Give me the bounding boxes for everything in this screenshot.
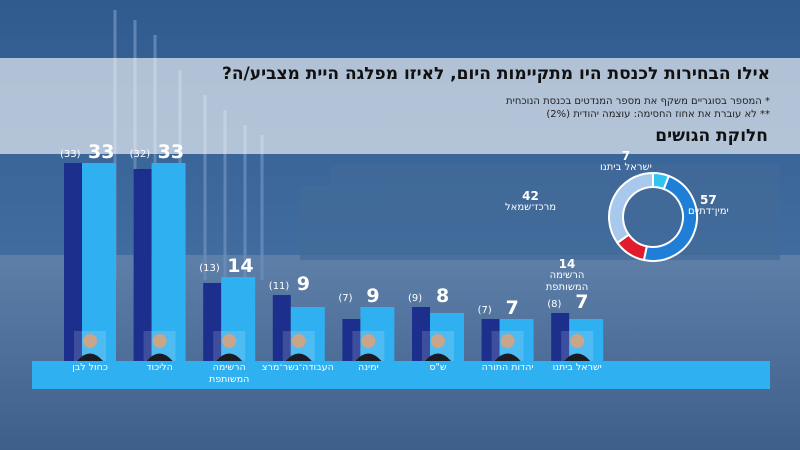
leader-avatar (561, 331, 594, 361)
value-label-current: 9 (366, 285, 380, 307)
value-label-previous: (11) (268, 281, 290, 292)
donut-label: 42 מרכז־שמאל (505, 190, 556, 214)
value-label-previous: (32) (129, 149, 151, 160)
blocs-title: חלוקת הגושים (655, 126, 768, 146)
bar-previous (203, 283, 222, 361)
donut-label: 57 ימין־דתיים (688, 194, 729, 218)
leader-avatar (143, 331, 176, 361)
donut-value: 14 (558, 257, 576, 271)
bar-previous (481, 319, 500, 361)
value-label-current: 9 (296, 273, 311, 295)
category-label: כחול לבן (72, 362, 108, 373)
donut-slice (652, 171, 671, 191)
value-label-previous: (7) (338, 293, 353, 304)
bar-previous (551, 313, 570, 361)
category-label-strip (32, 361, 770, 389)
bar-current (360, 307, 395, 361)
header-panel (0, 58, 800, 154)
donut-label: 14 הרשימה המשותפת (532, 258, 602, 294)
value-label-current: 14 (227, 255, 254, 277)
donut-name: ישראל ביתנו (600, 162, 652, 173)
category-label: הרשימה המשותפת (208, 362, 250, 385)
bar-previous (64, 163, 82, 361)
building-silhouette (300, 165, 780, 260)
footnote-threshold: ** לא עוברת את אחוז החסימה: עוצמה יהודית… (546, 109, 770, 120)
leader-avatar (352, 331, 385, 361)
bar-current (290, 307, 325, 361)
value-label-current: 8 (436, 285, 450, 307)
donut-value: 42 (522, 189, 539, 203)
leader-avatar (491, 331, 524, 361)
bar-previous (342, 319, 361, 361)
donut-label: 7 ישראל ביתנו (600, 150, 652, 174)
value-label-previous: (9) (408, 293, 423, 304)
leader-avatar (282, 331, 315, 361)
bar-current (151, 163, 186, 361)
category-label: הליכוד (146, 362, 173, 373)
category-label: ישראל ביתנו (552, 362, 602, 373)
bar-series (64, 163, 604, 361)
donut-slice (642, 174, 698, 262)
bar-previous (272, 295, 291, 361)
value-label-previous: (13) (199, 263, 220, 274)
leader-avatar (213, 331, 246, 361)
value-label-current: 33 (88, 141, 115, 163)
leader-avatar (422, 331, 454, 361)
value-label-previous: (8) (547, 299, 562, 310)
bar-current (82, 163, 116, 361)
value-label-current: 33 (157, 141, 185, 163)
chart-title: אילו הבחירות לכנסת היו מתקיימות היום, לא… (222, 64, 770, 84)
value-label-previous: (33) (60, 149, 81, 160)
donut-value: 7 (621, 149, 631, 163)
donut-name: הרשימה המשותפת (545, 270, 589, 293)
category-label: העבודה־גשר־מרצ (261, 362, 334, 373)
bar-previous (133, 169, 152, 361)
bar-previous (412, 307, 430, 361)
category-label: ש"ס (429, 362, 447, 373)
donut-name: ימין־דתיים (688, 206, 729, 217)
party-leader-photos (74, 331, 594, 361)
value-label-current: 7 (575, 291, 589, 313)
donut-slice (608, 171, 654, 245)
blocs-donut (608, 171, 698, 262)
donut-value: 57 (700, 193, 717, 207)
leader-avatar (74, 331, 106, 361)
category-label: ימינה (358, 362, 379, 373)
footnote-brackets: * המספר בסוגריים משקף את מספר המנדטים בכ… (506, 96, 770, 107)
value-label-previous: (7) (477, 305, 492, 316)
category-label: יהדות התורה (481, 362, 534, 373)
value-label-current: 7 (505, 297, 519, 319)
donut-name: מרכז־שמאל (505, 202, 557, 213)
